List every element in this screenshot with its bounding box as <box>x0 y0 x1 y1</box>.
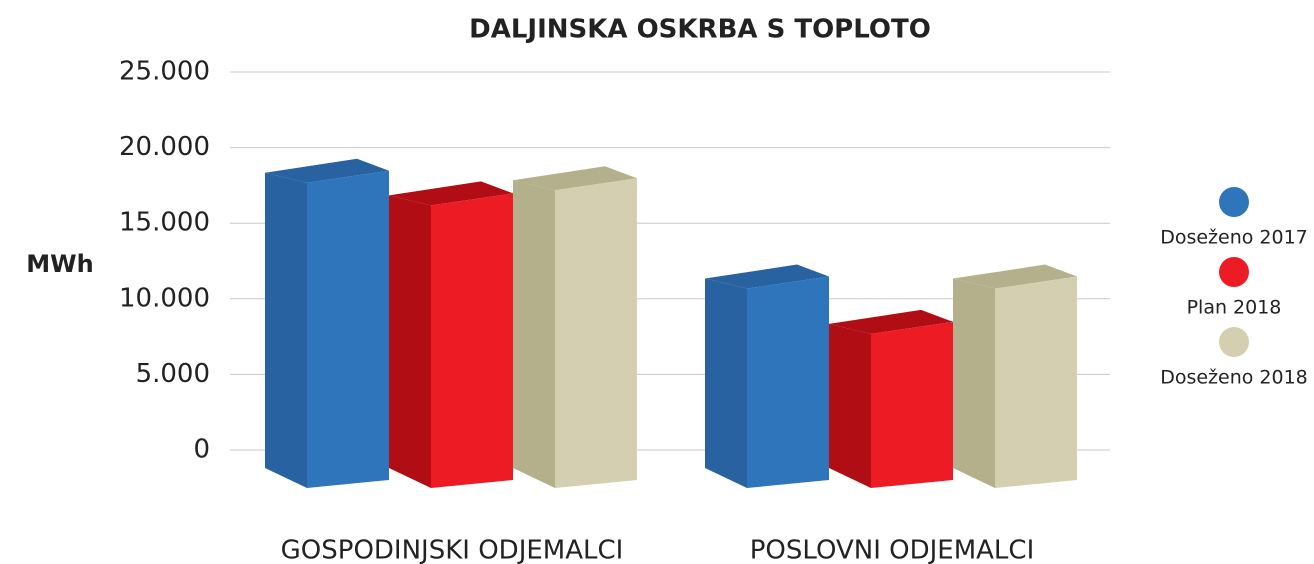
y-tick-label: 20.000 <box>119 132 210 162</box>
bar-side <box>953 278 995 488</box>
bar-side <box>389 195 431 488</box>
legend-swatch <box>1219 187 1249 217</box>
y-tick-label: 0 <box>193 435 210 465</box>
y-axis-label: MWh <box>26 250 93 278</box>
x-tick-label: GOSPODINJSKI ODJEMALCI <box>281 536 624 564</box>
legend-swatch <box>1219 327 1249 357</box>
bar-side <box>513 180 555 488</box>
legend-label: Doseženo 2018 <box>1160 367 1308 389</box>
y-tick-label: 25.000 <box>119 57 210 87</box>
legend-label: Doseženo 2017 <box>1160 227 1308 249</box>
chart-title: DALJINSKA OSKRBA S TOPLOTO <box>469 15 931 45</box>
bar-side <box>265 172 307 488</box>
bar-top <box>389 181 513 206</box>
legend-label: Plan 2018 <box>1187 297 1282 319</box>
bar-top <box>829 309 953 334</box>
bar <box>555 178 637 488</box>
bar-side <box>705 278 747 488</box>
bar <box>431 193 513 488</box>
legend-swatch <box>1219 257 1249 287</box>
bar-top <box>513 166 637 191</box>
y-tick-label: 10.000 <box>119 283 210 313</box>
bar-side <box>829 323 871 488</box>
bar <box>307 170 389 488</box>
bar-top <box>953 264 1077 289</box>
bar <box>747 276 829 488</box>
bar-top <box>705 264 829 289</box>
bar <box>871 321 953 488</box>
bar-top <box>265 158 389 183</box>
bar <box>995 276 1077 488</box>
y-tick-label: 15.000 <box>119 208 210 238</box>
y-tick-label: 5.000 <box>136 359 210 389</box>
x-tick-label: POSLOVNI ODJEMALCI <box>750 536 1035 564</box>
